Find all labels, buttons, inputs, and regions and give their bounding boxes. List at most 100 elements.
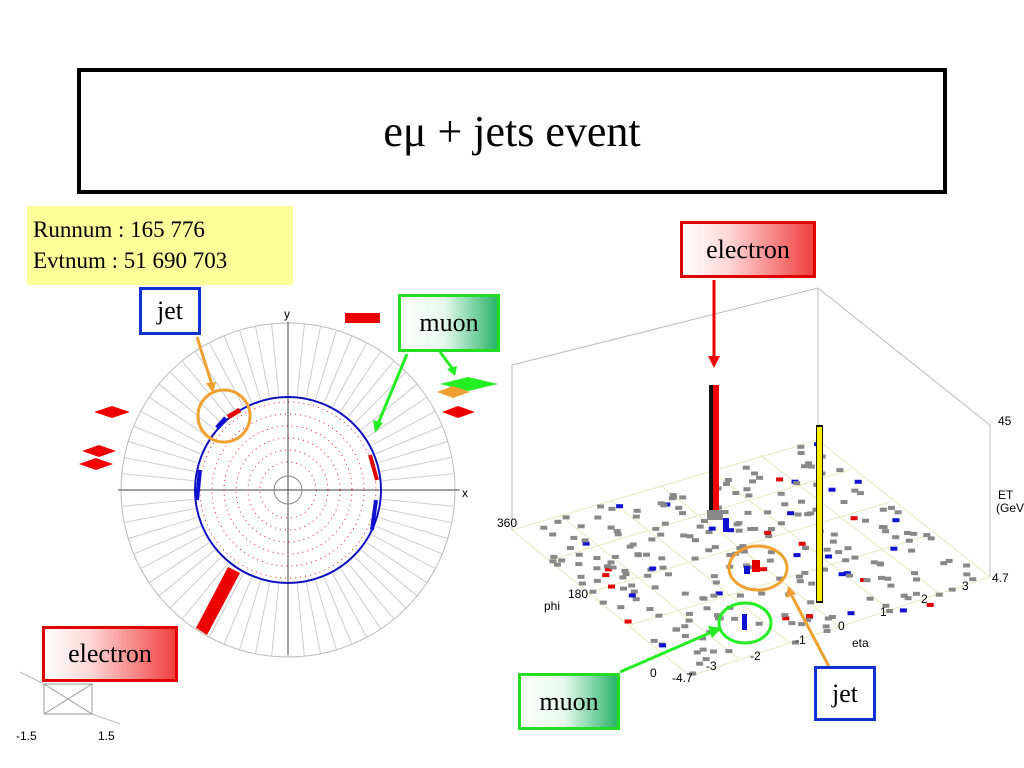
calorimeter-segment-line	[296, 584, 305, 657]
lego-cell	[607, 525, 615, 530]
lego-cell	[731, 616, 739, 621]
lego-cell	[651, 585, 659, 590]
lego-cell	[794, 512, 802, 517]
calorimeter-segment-line	[239, 580, 261, 650]
calorimeter-segment-line	[332, 342, 368, 407]
lego-cell	[581, 538, 589, 543]
calorimeter-segment-line	[148, 542, 210, 584]
lego-cell	[804, 512, 812, 517]
lego-cell	[549, 559, 557, 564]
lego-cell	[776, 576, 784, 581]
lego-cell	[550, 554, 558, 559]
lego-cell	[844, 546, 852, 551]
lego-cell	[806, 614, 813, 619]
lego-cell	[836, 468, 844, 473]
calorimeter-segment-line	[140, 534, 205, 570]
calorimeter-segment-line	[332, 573, 368, 638]
jet-circle-left	[196, 388, 252, 444]
lego-cell	[609, 565, 617, 570]
lego-cell	[795, 574, 803, 579]
small-view-line-2	[91, 713, 121, 725]
lego-cell	[608, 584, 615, 589]
lego-cell	[829, 539, 837, 544]
lego-cell	[593, 556, 601, 560]
small-view-min-tick: -1.5	[16, 729, 37, 743]
lego-cell	[577, 524, 585, 529]
calorimeter-segment-line	[315, 330, 337, 400]
lego-cell	[679, 511, 686, 516]
lego-cell	[657, 501, 665, 506]
lego-cell	[701, 519, 708, 523]
lego-cell	[659, 565, 667, 570]
eta-tick-0: 0	[838, 619, 845, 633]
lego-cell	[691, 556, 699, 561]
lego-cell	[700, 596, 708, 601]
y-axis-label: y	[284, 307, 290, 321]
lego-cell	[739, 544, 747, 549]
lego-cell	[685, 618, 693, 623]
lego-cell	[673, 627, 681, 632]
calorimeter-segment-line	[371, 534, 436, 570]
lego-cell	[963, 572, 971, 577]
lego-cell	[658, 556, 666, 561]
calorimeter-segment-line	[347, 563, 395, 620]
jet-label-left: jet	[139, 287, 201, 335]
title-box: eμ + jets event	[77, 68, 947, 194]
eta-tick-3: 3	[962, 579, 969, 593]
calorimeter-segment-line	[306, 583, 322, 654]
lego-cell	[665, 572, 672, 577]
jet-lego-em	[752, 560, 760, 572]
muon-label-right-text: muon	[539, 686, 599, 716]
small-view-diag-2	[43, 683, 93, 715]
lego-cell	[903, 531, 911, 535]
lego-cell	[828, 615, 836, 619]
lego-cell	[751, 471, 759, 476]
lego-cell	[736, 593, 744, 598]
calorimeter-segment-line	[148, 396, 210, 438]
lego-cell	[800, 464, 808, 469]
eta-tick-m3: -3	[706, 659, 717, 673]
lego-cell	[644, 573, 652, 578]
lego-cell	[594, 515, 602, 520]
lego-cell	[619, 575, 627, 580]
jet-arrowhead-left	[206, 382, 216, 393]
run-number: Runnum : 165 776	[33, 217, 205, 242]
lego-cell	[650, 638, 658, 643]
lego-cell	[699, 636, 707, 641]
calorimeter-segment-line	[271, 323, 280, 396]
lego-cell	[675, 505, 683, 510]
lego-cells	[540, 442, 977, 676]
lego-cell	[608, 506, 616, 511]
lego-cell	[589, 589, 597, 594]
lego-cell	[735, 521, 743, 526]
calorimeter-segment-line	[169, 556, 222, 609]
lego-cell	[693, 650, 701, 655]
lego-cell	[894, 510, 902, 515]
muon-label-left: muon	[398, 294, 500, 352]
lego-cell	[776, 477, 784, 482]
lego-cell	[838, 572, 846, 577]
lego-cell	[659, 643, 667, 648]
lego-cell	[854, 479, 862, 484]
calorimeter-segment-line	[194, 350, 236, 412]
muon-label-left-text: muon	[419, 308, 479, 337]
calorimeter-segment-line	[340, 568, 382, 630]
lego-cell	[823, 547, 831, 552]
lego-cell	[620, 586, 627, 591]
calorimeter-segment-line	[366, 396, 428, 438]
lego-cell	[969, 577, 977, 582]
lego-cell	[851, 555, 859, 560]
lego-cell	[847, 611, 855, 616]
muon-circle-right	[717, 601, 773, 645]
lego-cell	[940, 561, 948, 566]
calorimeter-segment-line	[254, 583, 270, 654]
lego-cell	[582, 541, 590, 546]
lego-cell	[884, 576, 892, 581]
lego-cell	[756, 475, 764, 480]
electron-label-right-text: electron	[706, 234, 790, 264]
lego-cell	[882, 529, 890, 534]
lego-cell	[830, 532, 838, 537]
lego-cell	[602, 573, 610, 578]
lego-cell	[787, 511, 795, 516]
lego-cell	[621, 568, 629, 573]
